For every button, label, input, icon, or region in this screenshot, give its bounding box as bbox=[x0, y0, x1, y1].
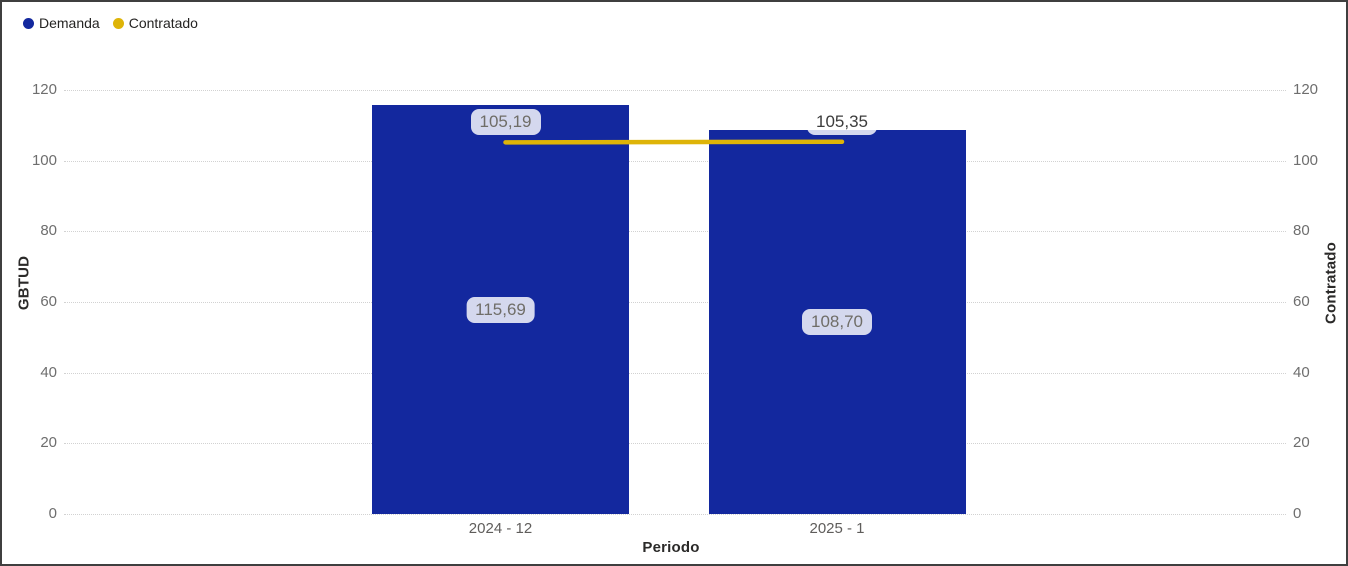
legend-dot-demanda-icon bbox=[23, 17, 34, 29]
legend-item-demanda[interactable]: Demanda bbox=[23, 15, 100, 31]
y-axis-left-tick-label: 120 bbox=[31, 81, 57, 98]
contratado-line[interactable] bbox=[503, 139, 845, 145]
y-axis-right-tick-label: 40 bbox=[1293, 363, 1310, 381]
gridline bbox=[64, 160, 1286, 162]
contratado-data-label: 105,19 bbox=[470, 109, 541, 136]
demanda-data-label: 108,70 bbox=[802, 308, 872, 335]
gridline bbox=[64, 514, 1286, 515]
x-axis-tick-label: 2025 - 1 bbox=[809, 520, 865, 537]
gridline bbox=[64, 443, 1286, 445]
y-axis-right-tick-label: 80 bbox=[1293, 222, 1310, 240]
y-axis-left-tick-label: 80 bbox=[40, 222, 57, 240]
legend-label-demanda: Demanda bbox=[39, 15, 100, 31]
gridline bbox=[64, 372, 1286, 374]
y-axis-left-tick-label: 60 bbox=[40, 293, 57, 310]
y-axis-right-tick-label: 60 bbox=[1293, 293, 1310, 310]
contratado-data-label: 105,35 bbox=[807, 108, 877, 135]
y-axis-right-tick-label: 120 bbox=[1293, 81, 1319, 98]
y-axis-right-tick-label: 0 bbox=[1293, 505, 1302, 522]
x-axis-title: Periodo bbox=[642, 539, 700, 556]
x-axis-tick-label: 2024 - 12 bbox=[468, 520, 533, 537]
y-axis-left-tick-label: 100 bbox=[31, 151, 57, 169]
y-axis-left-tick-label: 0 bbox=[48, 505, 57, 522]
gridline bbox=[64, 302, 1286, 303]
y-axis-left-tick-label: 20 bbox=[40, 434, 57, 452]
demanda-data-label: 115,69 bbox=[466, 296, 535, 323]
y-axis-left-tick-label: 40 bbox=[40, 363, 57, 381]
y-axis-right-tick-label: 100 bbox=[1293, 151, 1319, 169]
legend-dot-contratado-icon bbox=[112, 17, 124, 29]
legend-item-contratado[interactable]: Contratado bbox=[112, 15, 198, 31]
legend-label-contratado: Contratado bbox=[128, 15, 198, 31]
y-axis-right-tick-label: 20 bbox=[1293, 434, 1310, 452]
y-axis-right-title: Contratado bbox=[1322, 242, 1340, 324]
legend: Demanda Contratado bbox=[23, 15, 198, 31]
y-axis-left-title: GBTUD bbox=[15, 255, 33, 311]
gridline bbox=[64, 90, 1286, 91]
gridline bbox=[64, 231, 1286, 233]
